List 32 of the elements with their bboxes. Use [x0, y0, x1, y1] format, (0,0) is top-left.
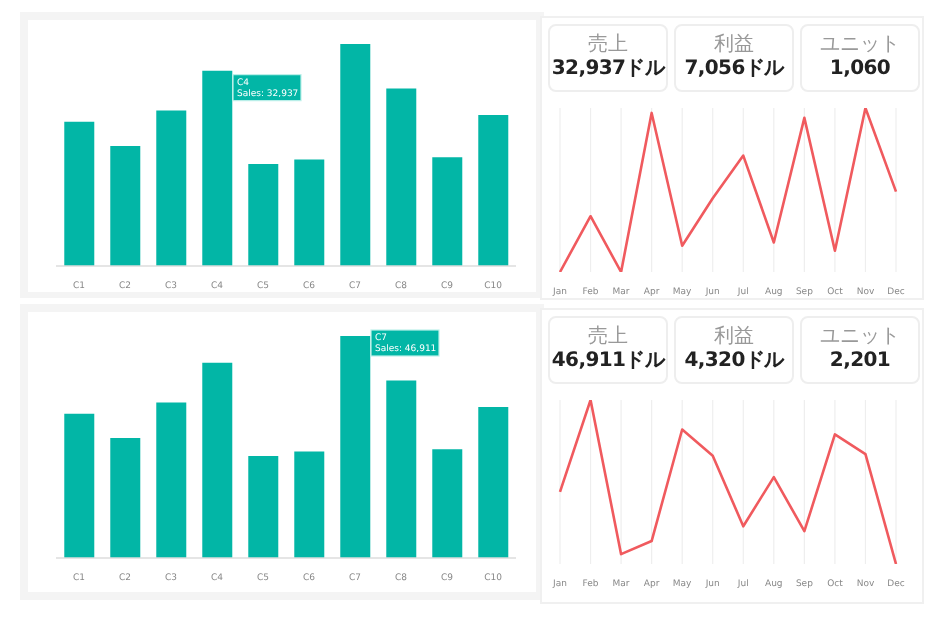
data-label: 4,320ドル	[684, 348, 784, 374]
bar	[248, 163, 279, 266]
bar	[478, 115, 509, 266]
category-label: 売上	[588, 326, 628, 348]
bar	[110, 146, 141, 266]
data-label: 32,937ドル	[551, 56, 665, 82]
bar	[294, 159, 325, 266]
bar	[248, 455, 279, 558]
category-label: 利益	[714, 34, 754, 56]
bar	[202, 362, 233, 558]
category-label: ユニット	[820, 326, 900, 348]
category-label: 利益	[714, 326, 754, 348]
bar	[478, 407, 509, 558]
bar	[386, 380, 417, 558]
bar	[156, 110, 187, 266]
data-label: 46,911ドル	[551, 348, 665, 374]
data-label: 2,201	[829, 348, 891, 374]
bar	[64, 413, 95, 558]
bar	[432, 449, 463, 558]
category-label: ユニット	[820, 34, 900, 56]
bar	[386, 88, 417, 266]
bar	[156, 402, 187, 558]
bar	[432, 157, 463, 266]
bar	[294, 451, 325, 558]
bar	[110, 438, 141, 558]
bar	[202, 70, 233, 266]
data-label: 1,060	[829, 56, 891, 82]
bar	[340, 336, 371, 558]
category-label: 売上	[588, 34, 628, 56]
bar	[64, 121, 95, 266]
data-label: 7,056ドル	[684, 56, 784, 82]
bar	[340, 44, 371, 266]
